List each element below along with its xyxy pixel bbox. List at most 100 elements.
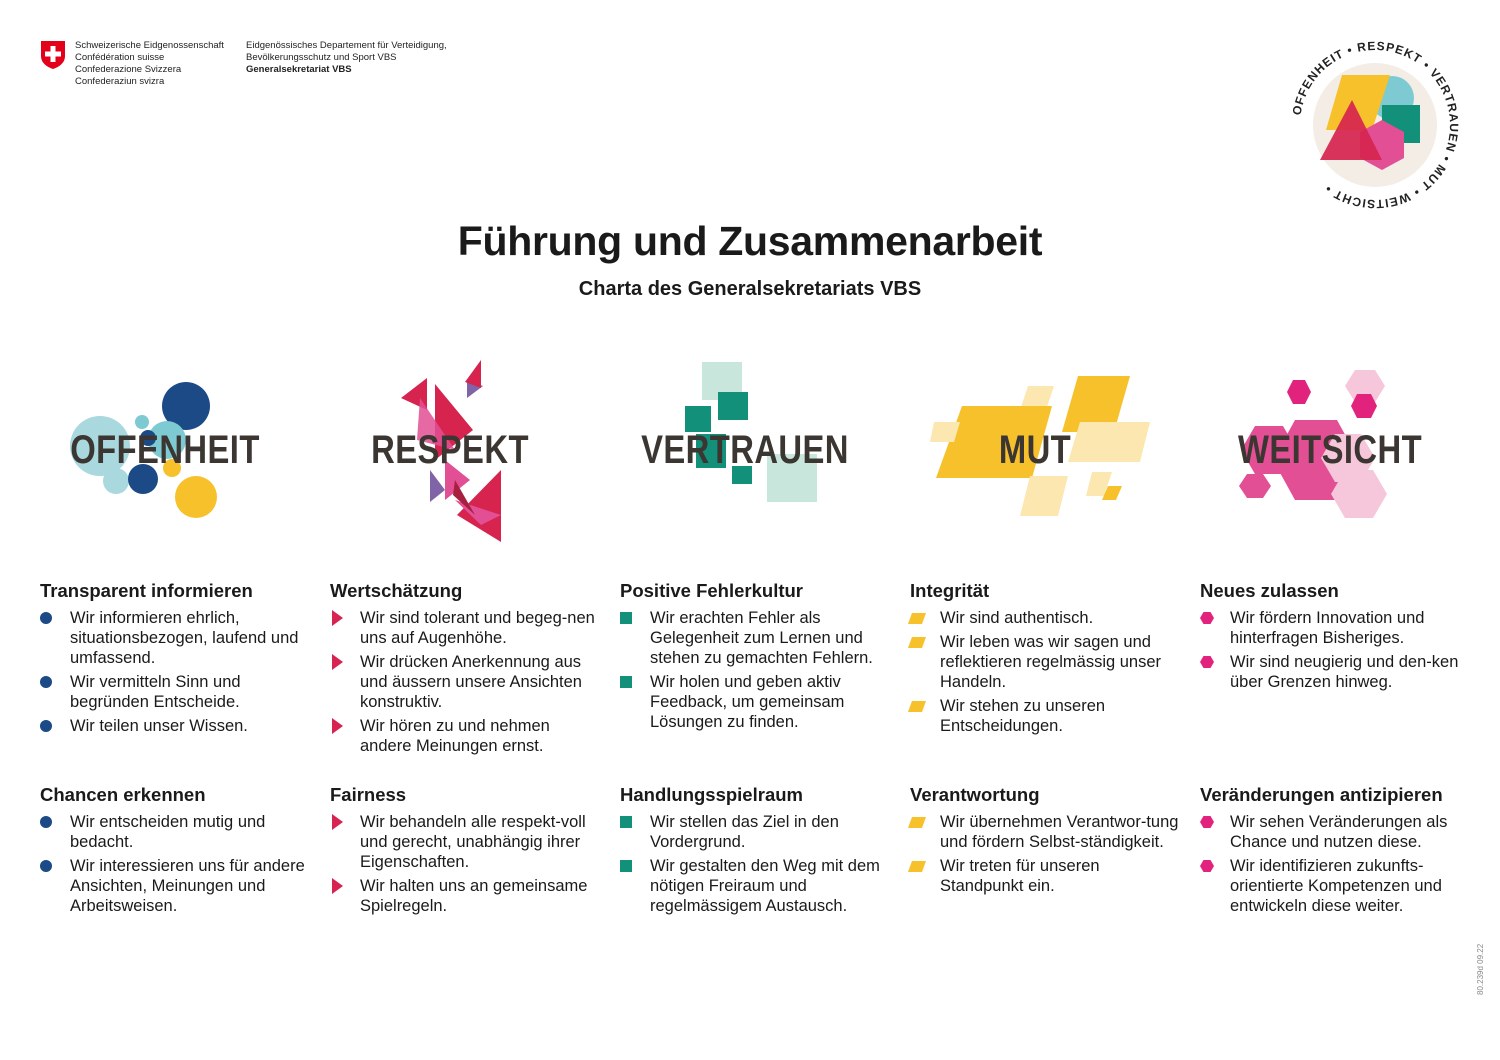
principle-block: Integrität Wir sind authentisch. Wir leb… xyxy=(907,580,1182,784)
list-item: Wir stellen das Ziel in den Vordergrund. xyxy=(620,812,892,852)
item-text: Wir behandeln alle respekt-voll und gere… xyxy=(360,813,586,871)
principle-list: Wir übernehmen Verantwor-tung und förder… xyxy=(907,812,1182,896)
item-text: Wir entscheiden mutig und bedacht. xyxy=(70,813,266,851)
principle-list: Wir sehen Veränderungen als Chance und n… xyxy=(1200,812,1472,916)
list-item: Wir informieren ehrlich, situationsbezog… xyxy=(40,608,312,668)
item-text: Wir sind tolerant und begeg-nen uns auf … xyxy=(360,609,595,647)
hexagon-bullet-icon xyxy=(1200,860,1214,872)
principle-title: Chancen erkennen xyxy=(40,784,206,805)
item-text: Wir teilen unser Wissen. xyxy=(70,717,248,735)
list-item: Wir sehen Veränderungen als Chance und n… xyxy=(1200,812,1472,852)
principle-block: Chancen erkennen Wir entscheiden mutig u… xyxy=(40,784,312,988)
square-bullet-icon xyxy=(620,612,632,624)
principle-block: Fairness Wir behandeln alle respekt-voll… xyxy=(330,784,602,988)
principle-block: Handlungsspielraum Wir stellen das Ziel … xyxy=(620,784,892,988)
parallelogram-bullet-icon xyxy=(907,861,927,872)
item-text: Wir identifizieren zukunfts-orientierte … xyxy=(1230,857,1442,915)
item-text: Wir stellen das Ziel in den Vordergrund. xyxy=(650,813,839,851)
hexagon-bullet-icon xyxy=(1200,816,1214,828)
principle-title: Handlungsspielraum xyxy=(620,784,803,805)
column-vertrauen: Positive Fehlerkultur Wir erachten Fehle… xyxy=(620,580,892,988)
list-item: Wir gestalten den Weg mit dem nötigen Fr… xyxy=(620,856,892,916)
department-block: Eidgenössisches Departement für Verteidi… xyxy=(246,40,447,76)
list-item: Wir sind authentisch. xyxy=(907,608,1182,628)
principle-list: Wir behandeln alle respekt-voll und gere… xyxy=(330,812,602,916)
item-text: Wir hören zu und nehmen andere Meinungen… xyxy=(360,717,550,755)
list-item: Wir sind neugierig und den-ken über Gren… xyxy=(1200,652,1472,692)
principle-title: Transparent informieren xyxy=(40,580,253,601)
parallelogram-bullet-icon xyxy=(907,613,927,624)
triangle-bullet-icon xyxy=(332,654,343,670)
federal-line: Confédération suisse xyxy=(75,52,165,63)
column-respekt: Wertschätzung Wir sind tolerant und bege… xyxy=(330,580,602,988)
item-text: Wir vermitteln Sinn und begründen Entsch… xyxy=(70,673,241,711)
hexagon-bullet-icon xyxy=(1200,656,1214,668)
value-word-mut: MUT xyxy=(998,428,1072,472)
triangle-bullet-icon xyxy=(332,610,343,626)
list-item: Wir drücken Anerkennung aus und äussern … xyxy=(330,652,602,712)
item-text: Wir leben was wir sagen und reflektieren… xyxy=(940,633,1162,691)
values-badge-logo: OFFENHEIT • RESPEKT • VERTRAUEN • MUT • … xyxy=(1290,39,1461,211)
principle-block: Neues zulassen Wir fördern Innovation un… xyxy=(1200,580,1472,784)
parallelogram-bullet-icon xyxy=(907,817,927,828)
hexagon-bullet-icon xyxy=(1200,612,1214,624)
square-bullet-icon xyxy=(620,816,632,828)
dot-bullet-icon xyxy=(40,720,52,732)
page-subtitle: Charta des Generalsekretariats VBS xyxy=(578,278,922,300)
parallelogram-bullet-icon xyxy=(907,637,927,648)
list-item: Wir teilen unser Wissen. xyxy=(40,716,312,736)
principle-list: Wir entscheiden mutig und bedacht. Wir i… xyxy=(40,812,312,916)
item-text: Wir sind authentisch. xyxy=(940,609,1094,627)
list-item: Wir identifizieren zukunfts-orientierte … xyxy=(1200,856,1472,916)
list-item: Wir halten uns an gemeinsame Spielregeln… xyxy=(330,876,602,916)
column-offenheit: Transparent informieren Wir informieren … xyxy=(40,580,312,988)
print-code: 80.239d 09.22 xyxy=(1476,943,1485,995)
department-line: Bevölkerungsschutz und Sport VBS xyxy=(246,52,397,63)
principle-list: Wir sind tolerant und begeg-nen uns auf … xyxy=(330,608,602,756)
principle-title: Integrität xyxy=(910,580,990,601)
principle-list: Wir informieren ehrlich, situationsbezog… xyxy=(40,608,312,736)
list-item: Wir erachten Fehler als Gelegenheit zum … xyxy=(620,608,892,668)
item-text: Wir holen und geben aktiv Feedback, um g… xyxy=(650,673,845,731)
list-item: Wir holen und geben aktiv Feedback, um g… xyxy=(620,672,892,732)
item-text: Wir stehen zu unseren Entscheidungen. xyxy=(940,697,1106,735)
mut-graphic: MUT xyxy=(890,350,1180,550)
principle-list: Wir fördern Innovation und hinterfragen … xyxy=(1200,608,1472,692)
swiss-coat-of-arms-logo xyxy=(41,41,65,69)
item-text: Wir treten für unseren Standpunkt ein. xyxy=(940,857,1100,895)
item-text: Wir fördern Innovation und hinterfragen … xyxy=(1230,609,1425,647)
value-word-weitsicht: WEITSICHT xyxy=(1237,428,1423,472)
principle-title: Wertschätzung xyxy=(330,580,463,601)
triangle-bullet-icon xyxy=(332,718,343,734)
item-text: Wir sehen Veränderungen als Chance und n… xyxy=(1230,813,1448,851)
parallelogram-bullet-icon xyxy=(907,701,927,712)
list-item: Wir übernehmen Verantwor-tung und förder… xyxy=(907,812,1182,852)
dot-bullet-icon xyxy=(40,860,52,872)
offenheit-graphic: OFFENHEIT xyxy=(20,350,310,550)
principle-title: Positive Fehlerkultur xyxy=(620,580,803,601)
federal-line: Confederazione Svizzera xyxy=(75,64,182,75)
dot-bullet-icon xyxy=(40,612,52,624)
value-word-respekt: RESPEKT xyxy=(371,428,529,472)
principle-list: Wir stellen das Ziel in den Vordergrund.… xyxy=(620,812,892,916)
list-item: Wir leben was wir sagen und reflektieren… xyxy=(907,632,1182,692)
item-text: Wir gestalten den Weg mit dem nötigen Fr… xyxy=(650,857,880,915)
page-title: Führung und Zusammenarbeit xyxy=(457,218,1043,264)
list-item: Wir interessieren uns für andere Ansicht… xyxy=(40,856,312,916)
square-bullet-icon xyxy=(620,676,632,688)
item-text: Wir drücken Anerkennung aus und äussern … xyxy=(360,653,582,711)
federal-name-block: Schweizerische Eidgenossenschaft Confédé… xyxy=(75,40,224,88)
triangle-bullet-icon xyxy=(332,878,343,894)
item-text: Wir übernehmen Verantwor-tung und förder… xyxy=(940,813,1179,851)
respekt-graphic: RESPEKT xyxy=(305,350,595,550)
department-unit: Generalsekretariat VBS xyxy=(246,64,352,75)
list-item: Wir treten für unseren Standpunkt ein. xyxy=(907,856,1182,896)
item-text: Wir informieren ehrlich, situationsbezog… xyxy=(70,609,299,667)
list-item: Wir hören zu und nehmen andere Meinungen… xyxy=(330,716,602,756)
dot-bullet-icon xyxy=(40,676,52,688)
department-line: Eidgenössisches Departement für Verteidi… xyxy=(246,40,447,51)
vertrauen-graphic: VERTRAUEN xyxy=(600,350,890,550)
principle-block: Positive Fehlerkultur Wir erachten Fehle… xyxy=(620,580,892,784)
list-item: Wir entscheiden mutig und bedacht. xyxy=(40,812,312,852)
weitsicht-graphic: WEITSICHT xyxy=(1185,350,1475,550)
